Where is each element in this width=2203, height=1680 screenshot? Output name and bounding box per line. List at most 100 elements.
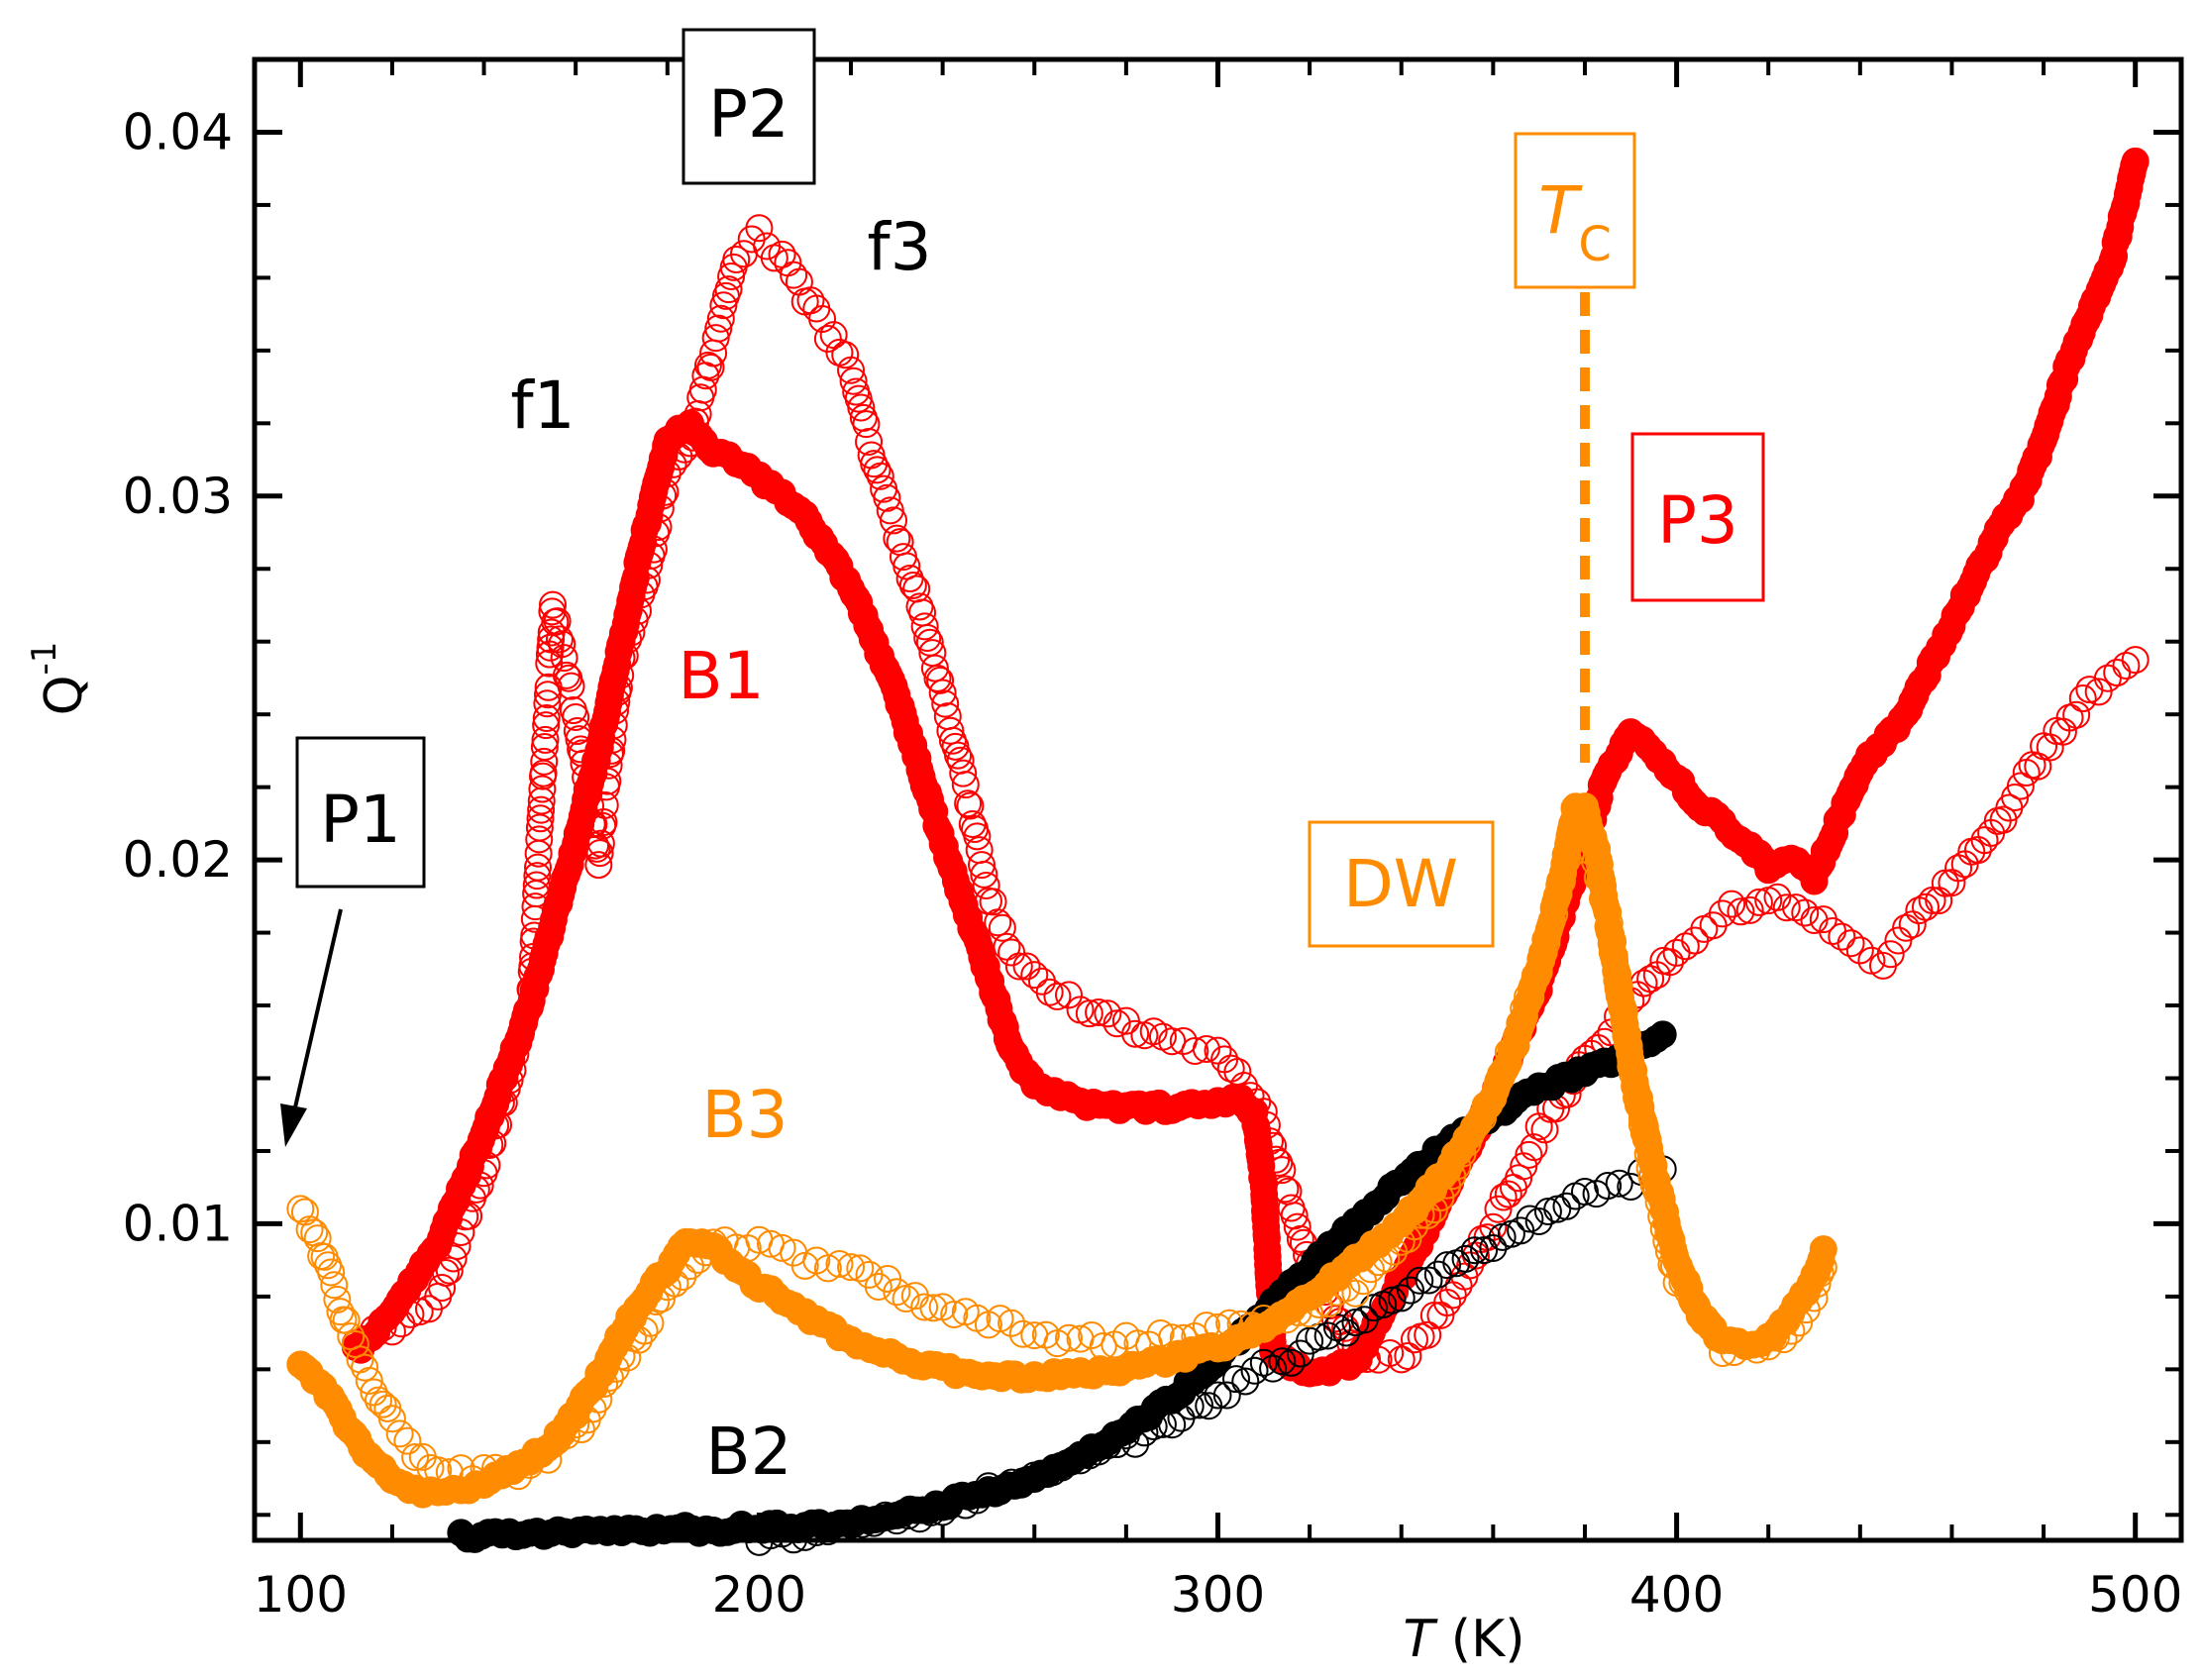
data-point xyxy=(1989,805,2018,834)
data-point xyxy=(1970,826,1999,855)
y-tick-label: 0.04 xyxy=(123,103,233,160)
data-point xyxy=(1181,1036,1209,1065)
data-point xyxy=(1470,1236,1499,1265)
data-point xyxy=(956,791,985,820)
data-point xyxy=(900,1282,929,1311)
data-point xyxy=(1570,1178,1599,1207)
data-point xyxy=(1394,1341,1422,1370)
data-point xyxy=(837,356,866,384)
data-point xyxy=(706,304,735,333)
data-point xyxy=(954,789,983,818)
data-point xyxy=(1433,1251,1462,1280)
data-point xyxy=(529,759,558,788)
data-point xyxy=(1286,1224,1314,1253)
data-point xyxy=(1489,1183,1518,1211)
data-point xyxy=(1283,1212,1311,1241)
data-point xyxy=(919,1294,948,1322)
data-point xyxy=(1931,869,1959,897)
data-point xyxy=(910,1293,939,1321)
y-tick-label: 0.02 xyxy=(123,831,233,889)
data-point xyxy=(1671,932,1700,961)
data-point xyxy=(709,291,738,320)
data-series xyxy=(286,147,2150,1556)
data-point xyxy=(839,367,868,395)
data-point xyxy=(332,1306,361,1334)
p1-arrow-line xyxy=(293,908,343,1108)
data-point xyxy=(1594,1172,1623,1201)
data-point xyxy=(986,1305,1014,1333)
data-point xyxy=(2112,652,2141,681)
data-point xyxy=(2068,684,2097,713)
x-tick-label: 500 xyxy=(2088,1566,2182,1624)
data-point xyxy=(808,304,837,333)
data-point xyxy=(351,1353,379,1382)
data-point xyxy=(528,775,557,803)
data-point xyxy=(880,506,908,535)
b3-label: B3 xyxy=(701,1077,787,1153)
data-point xyxy=(1636,965,1665,994)
data-point xyxy=(984,908,1012,937)
data-point xyxy=(1313,1321,1342,1350)
data-point xyxy=(693,351,722,379)
data-point xyxy=(1763,883,1792,911)
data-point xyxy=(1744,888,1773,916)
data-point xyxy=(1121,1019,1150,1048)
data-point xyxy=(1094,999,1122,1028)
data-point xyxy=(1655,948,1684,977)
data-point xyxy=(1845,936,1874,965)
data-point xyxy=(958,810,987,839)
data-point xyxy=(1708,899,1736,928)
data-point xyxy=(523,862,552,891)
data-point xyxy=(1249,1348,1278,1377)
data-point xyxy=(1479,1233,1508,1262)
p1-box xyxy=(295,736,426,889)
data-point xyxy=(847,393,876,422)
data-point xyxy=(562,702,590,731)
data-point xyxy=(341,1330,369,1359)
data-point xyxy=(435,1256,464,1285)
data-point xyxy=(1735,895,1764,924)
data-point xyxy=(852,410,881,439)
data-point xyxy=(1259,1354,1288,1383)
data-point xyxy=(2121,147,2150,175)
data-point xyxy=(1857,946,1886,975)
data-point xyxy=(940,1300,969,1328)
data-point xyxy=(1204,1036,1232,1065)
data-point xyxy=(704,314,733,343)
data-point xyxy=(883,1278,911,1307)
data-point xyxy=(944,741,973,770)
data-point xyxy=(401,1442,430,1471)
x-tick-labels: 100 200 300 400 500 xyxy=(254,1566,2183,1624)
data-point xyxy=(1031,1320,1060,1349)
data-point xyxy=(1484,1195,1513,1223)
data-point xyxy=(355,1366,383,1395)
data-point xyxy=(1397,1276,1424,1305)
data-point xyxy=(988,913,1016,942)
data-point xyxy=(701,324,730,353)
data-point xyxy=(768,1233,796,1262)
x-axis-title: T (K) xyxy=(1404,1610,1525,1669)
data-point xyxy=(1004,952,1033,981)
data-point xyxy=(1240,1356,1269,1385)
data-point xyxy=(530,733,559,762)
data-point xyxy=(584,851,613,880)
data-point xyxy=(910,612,939,641)
data-point xyxy=(525,825,554,854)
data-point xyxy=(1277,1348,1306,1377)
y-tick-labels: 0.01 0.02 0.03 0.04 xyxy=(123,103,233,1252)
data-point xyxy=(1387,1345,1416,1374)
data-point xyxy=(1139,1017,1168,1046)
data-point xyxy=(722,246,751,274)
p3-label: P3 xyxy=(1657,482,1738,559)
data-point xyxy=(1876,940,1905,969)
data-point xyxy=(530,747,559,776)
data-point xyxy=(1305,1322,1333,1351)
data-point xyxy=(1505,1164,1533,1193)
data-point xyxy=(1552,1192,1581,1220)
data-point xyxy=(550,644,578,673)
data-point xyxy=(1791,898,1820,927)
p1-label: P1 xyxy=(320,782,401,858)
data-point xyxy=(931,689,960,718)
data-point xyxy=(557,672,585,700)
